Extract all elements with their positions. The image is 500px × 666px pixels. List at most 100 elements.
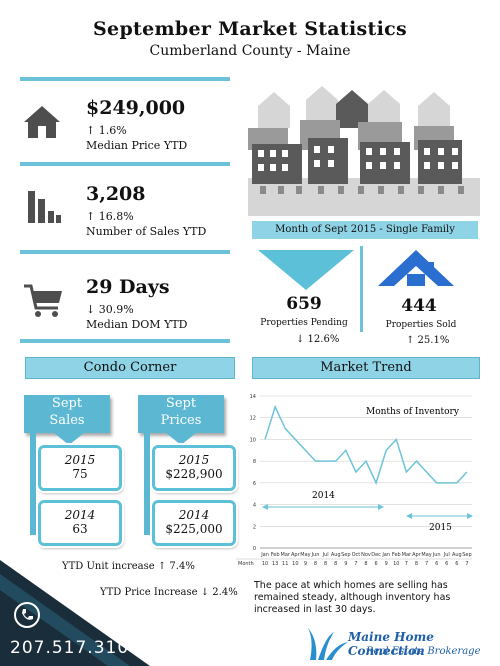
sales-2014-value: 63 bbox=[72, 522, 88, 536]
sales-2015-box: 2015 75 bbox=[36, 443, 124, 493]
phone-icon[interactable] bbox=[14, 602, 40, 628]
x-tick-label: Jun bbox=[432, 552, 441, 558]
x-value-label: 7 bbox=[425, 561, 428, 567]
x-value-label: 6 bbox=[375, 561, 378, 567]
sept-sales-tile: Sept Sales bbox=[24, 395, 110, 433]
prices-2014-value: $225,000 bbox=[165, 522, 223, 536]
sept-prices-tile: Sept Prices bbox=[138, 395, 224, 433]
x-tick-label: Jun bbox=[311, 552, 320, 558]
median-price-value: $249,000 bbox=[86, 97, 186, 119]
sept-prices-tile-line2: Prices bbox=[160, 413, 202, 428]
dom-value: 29 Days bbox=[86, 276, 170, 298]
dom-change: ↓ 30.9% bbox=[86, 303, 134, 316]
annotation-2015: 2015 bbox=[429, 523, 452, 533]
phone-number[interactable]: 207.517.3100 bbox=[10, 638, 141, 658]
sold-value: 444 bbox=[401, 296, 437, 316]
shopping-cart-icon bbox=[24, 284, 62, 317]
pending-change: ↓ 12.6% bbox=[296, 334, 340, 345]
divider bbox=[20, 77, 230, 81]
y-tick-label: 8 bbox=[253, 459, 256, 465]
roof-icon bbox=[378, 250, 454, 286]
x-value-label: 9 bbox=[344, 561, 347, 567]
x-tick-label: Oct bbox=[352, 552, 361, 558]
x-tick-label: May bbox=[300, 552, 310, 558]
y-tick-label: 14 bbox=[250, 394, 256, 400]
month-banner: Month of Sept 2015 - Single Family bbox=[252, 221, 478, 239]
arrow-right-icon bbox=[378, 504, 384, 510]
prices-2015-value: $228,900 bbox=[165, 467, 223, 481]
x-tick-label: Mar bbox=[281, 552, 291, 558]
x-tick-label: Apr bbox=[291, 552, 301, 558]
footer-banner bbox=[0, 560, 150, 666]
x-row-label: Month bbox=[238, 561, 254, 567]
x-tick-label: Jan bbox=[381, 552, 390, 558]
sept-sales-tile-line1: Sept bbox=[51, 396, 83, 411]
x-tick-label: Dec bbox=[371, 552, 381, 558]
condo-corner-header: Condo Corner bbox=[25, 357, 235, 379]
vertical-divider bbox=[360, 246, 363, 332]
sold-label: Properties Sold bbox=[385, 320, 457, 330]
median-price-change: ↑ 1.6% bbox=[86, 124, 127, 137]
x-tick-label: Jan bbox=[260, 552, 269, 558]
prices-2015-year: 2015 bbox=[178, 453, 210, 467]
pointer-icon bbox=[166, 433, 196, 445]
x-value-label: 13 bbox=[272, 561, 278, 567]
annotation-2014: 2014 bbox=[312, 491, 335, 501]
y-tick-label: 10 bbox=[250, 437, 256, 443]
x-value-label: 8 bbox=[324, 561, 327, 567]
chart-title: Months of Inventory bbox=[366, 407, 460, 417]
y-tick-label: 12 bbox=[250, 416, 256, 422]
grass-logo-icon bbox=[308, 628, 348, 660]
sales-count-change: ↑ 16.8% bbox=[86, 210, 134, 223]
brand-name: Maine Home Connection bbox=[348, 630, 434, 658]
x-tick-label: Sep bbox=[341, 552, 350, 558]
connector bbox=[144, 420, 150, 535]
x-value-label: 8 bbox=[364, 561, 367, 567]
prices-2015-box: 2015 $228,900 bbox=[150, 443, 238, 493]
sales-count-label: Number of Sales YTD bbox=[86, 225, 207, 238]
y-tick-label: 0 bbox=[253, 546, 256, 552]
sold-change: ↑ 25.1% bbox=[406, 335, 450, 346]
x-value-label: 8 bbox=[314, 561, 317, 567]
x-value-label: 6 bbox=[435, 561, 438, 567]
arrow-right-icon bbox=[467, 513, 473, 519]
market-trend-header: Market Trend bbox=[252, 357, 480, 379]
x-value-label: 10 bbox=[292, 561, 298, 567]
x-value-label: 8 bbox=[415, 561, 418, 567]
trend-note: The pace at which homes are selling has … bbox=[254, 580, 451, 615]
x-tick-label: Jul bbox=[443, 552, 450, 558]
x-value-label: 7 bbox=[465, 561, 468, 567]
pending-value: 659 bbox=[286, 294, 322, 314]
pointer-icon bbox=[54, 433, 84, 445]
dom-label: Median DOM YTD bbox=[86, 318, 188, 331]
sales-2015-year: 2015 bbox=[64, 453, 96, 467]
sept-prices-tile-line1: Sept bbox=[165, 396, 197, 411]
house-icon bbox=[24, 106, 60, 138]
down-triangle-icon bbox=[258, 250, 354, 290]
x-tick-label: Feb bbox=[271, 552, 280, 558]
brand-tagline: Real Estate Brokerage bbox=[366, 646, 481, 657]
x-tick-label: Jul bbox=[322, 552, 329, 558]
arrow-left-icon bbox=[406, 513, 412, 519]
x-value-label: 6 bbox=[445, 561, 448, 567]
x-value-label: 7 bbox=[354, 561, 357, 567]
pending-label: Properties Pending bbox=[260, 318, 348, 328]
y-tick-label: 2 bbox=[253, 524, 256, 530]
x-tick-label: Sep bbox=[462, 552, 471, 558]
x-tick-label: Mar bbox=[402, 552, 412, 558]
x-tick-label: Aug bbox=[452, 552, 462, 558]
sales-2015-value: 75 bbox=[72, 467, 88, 481]
x-value-label: 7 bbox=[405, 561, 408, 567]
y-tick-label: 4 bbox=[253, 503, 256, 509]
divider bbox=[20, 339, 230, 343]
x-value-label: 9 bbox=[385, 561, 388, 567]
sept-sales-tile-line2: Sales bbox=[49, 413, 85, 428]
connector bbox=[30, 420, 36, 535]
sales-count-value: 3,208 bbox=[86, 183, 146, 205]
x-tick-label: Apr bbox=[412, 552, 422, 558]
prices-2014-box: 2014 $225,000 bbox=[150, 498, 238, 548]
x-value-label: 10 bbox=[262, 561, 268, 567]
prices-2014-year: 2014 bbox=[178, 508, 210, 522]
divider bbox=[20, 162, 230, 166]
